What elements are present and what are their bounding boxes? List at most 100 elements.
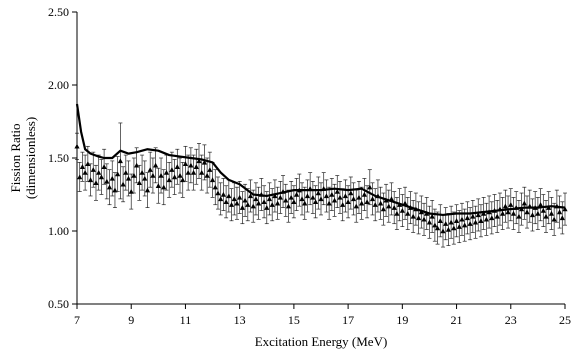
data-point [437,218,443,223]
data-point [153,162,159,168]
data-point [472,219,479,225]
data-point [340,202,346,207]
data-point [275,200,281,206]
data-point [142,175,148,181]
data-point [115,171,121,177]
data-point [434,225,441,231]
data-point [556,209,563,215]
x-axis-title: Excitation Energy (MeV) [255,334,388,349]
data-point [79,164,86,169]
data-point [508,202,514,207]
data-point [237,194,243,200]
data-point [112,187,118,193]
data-point [131,172,137,178]
data-point [190,170,197,175]
data-point [128,188,134,194]
data-point [521,200,527,206]
data-point [543,213,549,219]
data-point [155,183,161,188]
data-point [540,207,546,213]
x-tick-label: 19 [396,313,408,327]
data-point [467,221,473,226]
data-point [77,174,83,180]
data-point [334,188,340,194]
data-point [264,205,270,210]
data-point [98,174,104,180]
data-point [559,215,565,221]
data-point [529,212,536,218]
data-point [247,193,254,199]
data-point [456,224,462,229]
data-point [272,193,278,199]
data-point [242,197,248,203]
data-point [478,218,484,223]
data-point [353,203,359,209]
data-point [345,199,351,205]
data-point [123,170,129,175]
data-point [125,175,132,181]
data-point [188,162,194,168]
data-point [445,226,452,232]
data-point [475,212,481,218]
data-point [421,216,427,222]
data-point [239,205,245,210]
data-point [342,193,348,199]
data-point [207,167,213,172]
data-point [310,194,316,200]
data-point [266,196,273,202]
data-point [535,210,541,216]
data-point [250,203,256,209]
series-line [75,103,566,217]
x-tick-label: 23 [505,313,517,327]
data-point [494,213,500,219]
data-point [364,199,370,205]
data-point [294,191,300,197]
data-point [426,219,433,225]
data-point [234,200,240,206]
data-point [288,194,294,200]
data-point [231,196,237,202]
data-point [318,196,324,202]
data-point [304,193,311,199]
data-point [150,172,156,178]
data-point [500,210,506,216]
data-point [220,191,226,197]
data-point [199,170,205,175]
data-point [218,196,224,202]
data-point [356,194,362,200]
data-point [134,162,140,168]
data-point [147,167,153,172]
data-point [369,196,376,202]
data-point [348,190,354,196]
y-tick-label: 1.00 [48,224,69,238]
data-point [172,174,178,180]
data-point [405,210,411,216]
data-point [85,161,91,167]
data-point [161,184,167,190]
data-point [104,178,110,184]
data-point [291,199,297,205]
data-point [196,158,202,164]
y-tick-label: 1.50 [48,151,69,165]
data-point [228,202,235,207]
x-tick-label: 15 [288,313,300,327]
data-point [101,164,107,169]
data-point [386,203,392,209]
data-point [253,196,259,202]
data-point [215,190,221,196]
y-tick-label: 2.50 [48,5,69,19]
data-point [82,170,88,175]
data-point [302,200,308,206]
data-point [372,202,378,207]
data-point [283,197,289,203]
data-point [470,213,476,219]
data-point [223,199,229,205]
data-point [429,213,435,219]
data-point [269,202,275,207]
y-tick-label: 0.50 [48,297,69,311]
data-point [166,177,172,183]
data-point [378,200,384,206]
data-point [489,215,495,221]
